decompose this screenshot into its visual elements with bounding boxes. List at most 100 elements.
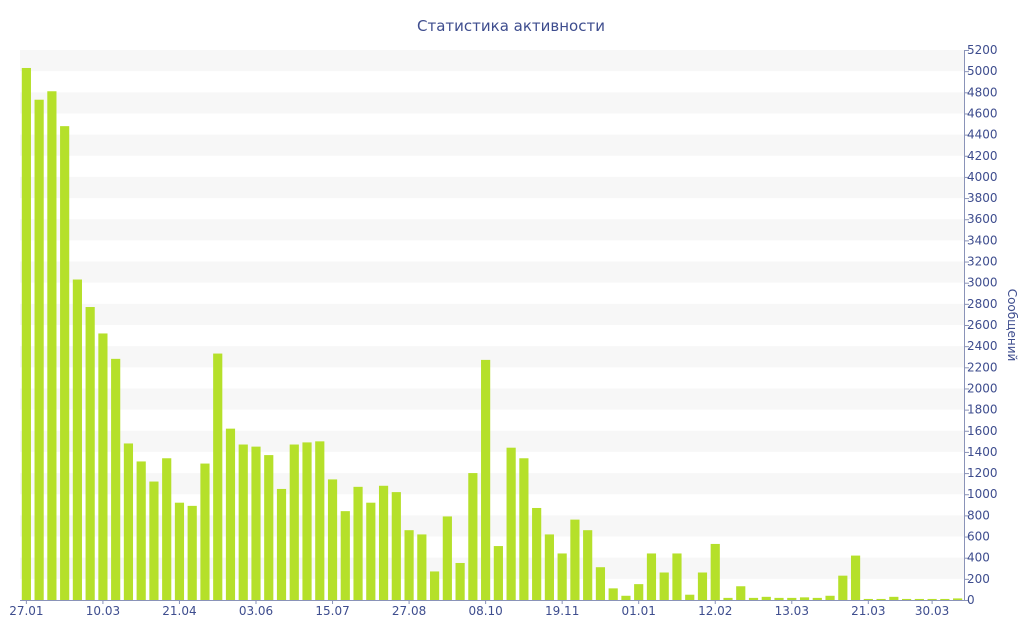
- bar: [353, 486, 363, 600]
- bar: [430, 571, 440, 600]
- bar: [85, 307, 95, 600]
- bars-group: [21, 67, 963, 601]
- bar: [863, 598, 873, 600]
- bar: [889, 596, 899, 600]
- bar: [289, 444, 299, 600]
- x-tick-label: 01.01: [622, 604, 656, 618]
- x-ticks: 27.01 10.03 21.04 03.06 15.07 27.08 08.10 19.11…: [9, 600, 949, 618]
- y-tick-label: 200: [967, 572, 990, 586]
- bar: [570, 519, 580, 600]
- bar: [187, 505, 197, 600]
- bar: [225, 428, 236, 600]
- x-tick-label: 15.07: [315, 604, 349, 618]
- bar: [98, 333, 108, 600]
- grid-band: [20, 50, 964, 72]
- bar: [850, 555, 861, 600]
- y-axis-label: Сообщений: [1005, 289, 1019, 362]
- bar: [34, 99, 44, 601]
- bar: [825, 595, 835, 600]
- bar: [455, 562, 465, 600]
- bar: [72, 279, 82, 600]
- bar: [47, 91, 57, 600]
- bar: [340, 511, 350, 600]
- bar: [391, 492, 401, 600]
- y-tick-label: 3800: [967, 191, 998, 205]
- bar: [149, 481, 159, 600]
- y-tick-label: 5000: [967, 64, 998, 78]
- bar: [787, 597, 797, 600]
- bar: [327, 479, 338, 600]
- bar: [672, 553, 682, 600]
- y-tick-label: 1400: [967, 445, 998, 459]
- bar: [595, 567, 606, 600]
- y-tick-label: 1800: [967, 403, 998, 417]
- chart-title: Статистика активности: [417, 17, 605, 35]
- y-tick-label: 3600: [967, 212, 998, 226]
- y-tick-label: 4400: [967, 128, 998, 142]
- bar: [174, 502, 185, 600]
- y-tick-label: 2000: [967, 381, 998, 395]
- bar: [532, 507, 542, 600]
- x-tick-label: 21.04: [162, 604, 196, 618]
- y-tick-label: 400: [967, 551, 990, 565]
- x-tick-label: 13.03: [775, 604, 809, 618]
- bar: [378, 485, 389, 600]
- x-tick-label: 30.03: [915, 604, 949, 618]
- grid-band: [20, 134, 964, 156]
- grid-band: [20, 219, 964, 241]
- x-tick-label: 19.11: [545, 604, 579, 618]
- bar: [902, 598, 912, 600]
- bar: [608, 588, 618, 600]
- grid-band: [20, 92, 964, 114]
- bar: [685, 594, 695, 600]
- bar: [123, 443, 134, 600]
- bar: [468, 473, 478, 600]
- y-tick-label: 2600: [967, 318, 998, 332]
- bar: [264, 455, 274, 600]
- y-tick-label: 800: [967, 508, 990, 522]
- bar: [276, 488, 287, 600]
- grid-band: [20, 388, 964, 410]
- y-ticks: 0 200 400 600 800 1000 1200 1400 1600 1800 2000 220…: [964, 43, 998, 607]
- bar: [302, 442, 312, 600]
- x-tick-label: 12.02: [698, 604, 732, 618]
- bar: [200, 463, 210, 600]
- y-tick-label: 4800: [967, 85, 998, 99]
- bar: [238, 444, 248, 600]
- grid-band: [20, 430, 964, 452]
- y-tick-label: 3200: [967, 255, 998, 269]
- bar: [111, 358, 121, 600]
- y-tick-label: 4600: [967, 106, 998, 120]
- bar: [761, 596, 771, 600]
- bar: [136, 461, 146, 600]
- x-tick-label: 27.01: [9, 604, 43, 618]
- bar: [621, 595, 631, 600]
- x-tick-label: 03.06: [239, 604, 273, 618]
- bar: [710, 543, 720, 600]
- bar: [506, 447, 516, 600]
- bar: [544, 534, 554, 600]
- y-tick-label: 1000: [967, 487, 998, 501]
- bar: [736, 586, 746, 600]
- x-tick-label: 08.10: [468, 604, 502, 618]
- grid-band: [20, 303, 964, 325]
- y-tick-label: 4000: [967, 170, 998, 184]
- bar: [953, 598, 963, 600]
- y-tick-label: 3400: [967, 233, 998, 247]
- y-tick-label: 2400: [967, 339, 998, 353]
- bar: [442, 516, 452, 600]
- bar: [557, 553, 567, 600]
- x-tick-label: 27.08: [392, 604, 426, 618]
- bar: [60, 126, 70, 601]
- background-bands: [20, 50, 964, 579]
- grid-band: [20, 515, 964, 537]
- y-tick-label: 5200: [967, 43, 998, 57]
- bar: [213, 353, 223, 600]
- bar: [315, 441, 325, 600]
- bar: [697, 572, 708, 600]
- x-tick-label: 21.03: [851, 604, 885, 618]
- bar: [723, 597, 733, 600]
- y-tick-label: 4200: [967, 149, 998, 163]
- bar: [927, 598, 937, 600]
